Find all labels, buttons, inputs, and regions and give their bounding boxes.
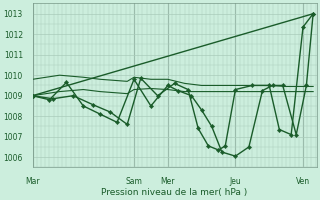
X-axis label: Pression niveau de la mer( hPa ): Pression niveau de la mer( hPa ) (101, 188, 248, 197)
